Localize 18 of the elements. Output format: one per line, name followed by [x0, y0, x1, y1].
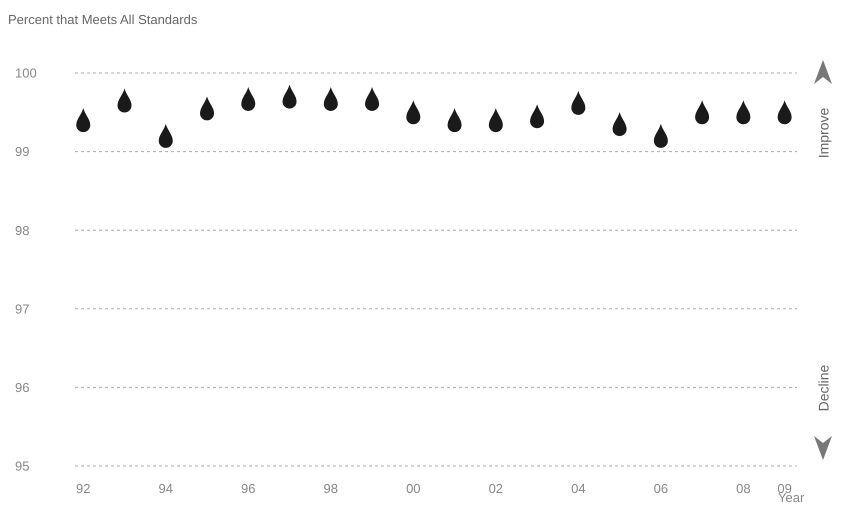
y-tick-label: 99: [15, 144, 30, 160]
x-tick-label: 02: [488, 481, 504, 496]
x-tick-label: 92: [76, 481, 90, 496]
text: Decline: [815, 364, 832, 412]
x-tick-label: 00: [406, 481, 421, 496]
y-tick-label: 95: [15, 458, 30, 474]
y-tick-label: 96: [15, 380, 30, 396]
x-tick-label: 94: [158, 481, 173, 496]
x-tick-label: 04: [571, 481, 586, 496]
x-tick-label: 96: [241, 481, 256, 496]
y-tick-label: 97: [15, 301, 30, 316]
x-tick-label: 06: [654, 481, 668, 496]
text: Improve: [815, 108, 832, 158]
y-axis-title: Percent that Meets All Standards: [8, 12, 198, 27]
y-tick-label: 100: [15, 66, 37, 81]
x-tick-label: 08: [736, 481, 751, 496]
x-tick-label: 98: [324, 481, 338, 496]
y-tick-label: 98: [15, 222, 30, 238]
